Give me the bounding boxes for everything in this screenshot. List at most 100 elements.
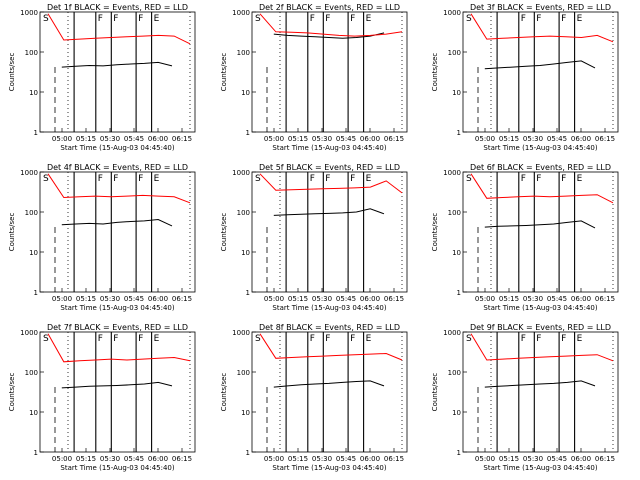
flag-label: E [366, 334, 372, 344]
chart-panel-5: Det 5f BLACK = Events, RED = LLD 1 10 100 10… [220, 163, 408, 312]
chart-panel-7: Det 7f BLACK = Events, RED = LLD 1 10 100 10… [8, 323, 196, 472]
x-tick-label: 05:45 [336, 295, 356, 303]
x-tick-label: 06:15 [172, 295, 192, 303]
x-tick-label: 05:30 [100, 135, 120, 143]
y-tick-label: 10 [241, 89, 250, 97]
y-tick-label: 100 [448, 209, 461, 217]
series-lld-line [259, 13, 403, 37]
x-axis-label: Start Time (15-Aug-03 04:45:40) [60, 304, 174, 312]
series-events-line [484, 380, 596, 388]
chart-title: Det 4f BLACK = Events, RED = LLD [47, 163, 188, 172]
flag-label: E [577, 174, 583, 184]
x-tick-label: 06:00 [571, 135, 591, 143]
y-tick-label: 1000 [20, 169, 38, 177]
series-events-line [273, 208, 385, 216]
flag-label: F [536, 174, 541, 184]
flag-label: F [310, 14, 315, 24]
plot-frame [462, 11, 619, 133]
y-tick-label: 1000 [232, 169, 250, 177]
chart-panel-1: Det 1f BLACK = Events, RED = LLD 1 10 100 10… [8, 3, 196, 152]
series-lld-line [47, 173, 191, 204]
x-tick-label: 05:00 [475, 295, 495, 303]
y-tick-label: 100 [25, 209, 38, 217]
flag-label: S [466, 334, 472, 344]
y-tick-label: 1 [34, 129, 38, 137]
y-tick-label: 1000 [443, 169, 461, 177]
y-tick-label: 10 [452, 249, 461, 257]
y-tick-label: 1 [34, 289, 38, 297]
x-tick-label: 05:15 [76, 455, 96, 463]
x-tick-label: 05:00 [264, 455, 284, 463]
flag-label: F [561, 334, 566, 344]
x-tick-label: 06:00 [148, 455, 168, 463]
flag-label: F [561, 174, 566, 184]
flag-label: F [521, 174, 526, 184]
x-axis-label: Start Time (15-Aug-03 04:45:40) [483, 144, 597, 152]
x-axis-label: Start Time (15-Aug-03 04:45:40) [272, 464, 386, 472]
y-tick-label: 100 [237, 209, 250, 217]
plot-frame [462, 171, 619, 293]
x-tick-label: 05:15 [76, 135, 96, 143]
flag-label: E [577, 334, 583, 344]
series-lld-line [470, 13, 614, 43]
flag-label: F [521, 334, 526, 344]
flag-label: S [43, 334, 49, 344]
x-axis-label: Start Time (15-Aug-03 04:45:40) [60, 464, 174, 472]
flag-label: F [138, 334, 143, 344]
x-tick-label: 06:00 [360, 135, 380, 143]
y-axis-label: Counts/sec [8, 373, 16, 412]
y-tick-label: 1 [246, 289, 250, 297]
series-lld-line [47, 13, 191, 45]
y-tick-label: 1000 [20, 329, 38, 337]
x-tick-label: 06:00 [571, 295, 591, 303]
y-tick-label: 1 [457, 449, 461, 457]
x-tick-label: 05:00 [264, 135, 284, 143]
x-tick-label: 06:00 [360, 295, 380, 303]
y-tick-label: 10 [452, 89, 461, 97]
x-axis-label: Start Time (15-Aug-03 04:45:40) [272, 304, 386, 312]
x-tick-label: 05:45 [547, 135, 567, 143]
flag-label: E [154, 174, 160, 184]
x-tick-label: 05:45 [124, 295, 144, 303]
x-tick-label: 06:15 [595, 295, 615, 303]
y-tick-label: 1 [457, 289, 461, 297]
x-tick-label: 05:45 [124, 135, 144, 143]
x-tick-label: 05:30 [100, 455, 120, 463]
x-tick-label: 05:30 [523, 295, 543, 303]
chart-panel-6: Det 6f BLACK = Events, RED = LLD 1 10 100 10… [431, 163, 619, 312]
y-tick-label: 1 [457, 129, 461, 137]
flag-label: F [350, 14, 355, 24]
y-axis-label: Counts/sec [220, 53, 228, 92]
x-tick-label: 05:45 [124, 455, 144, 463]
plot-frame [251, 11, 408, 133]
flag-label: F [536, 14, 541, 24]
flag-label: F [561, 14, 566, 24]
x-axis-label: Start Time (15-Aug-03 04:45:40) [60, 144, 174, 152]
flag-label: F [536, 334, 541, 344]
x-tick-label: 05:00 [52, 455, 72, 463]
y-tick-label: 100 [237, 49, 250, 57]
x-tick-label: 05:45 [336, 135, 356, 143]
flag-label: F [138, 174, 143, 184]
x-tick-label: 05:30 [312, 135, 332, 143]
y-axis-label: Counts/sec [8, 213, 16, 252]
flag-label: F [98, 334, 103, 344]
plot-frame [462, 331, 619, 453]
x-tick-label: 05:30 [523, 135, 543, 143]
y-tick-label: 1000 [20, 9, 38, 17]
flag-label: S [466, 174, 472, 184]
y-axis-label: Counts/sec [220, 213, 228, 252]
x-tick-label: 06:15 [384, 455, 404, 463]
series-events-line [61, 381, 173, 389]
y-axis-label: Counts/sec [431, 213, 439, 252]
flag-label: S [466, 14, 472, 24]
y-tick-label: 1000 [232, 329, 250, 337]
x-tick-label: 05:30 [523, 455, 543, 463]
flag-label: F [113, 334, 118, 344]
flag-label: F [138, 14, 143, 24]
y-tick-label: 100 [448, 369, 461, 377]
x-tick-label: 05:15 [288, 295, 308, 303]
chart-title: Det 1f BLACK = Events, RED = LLD [47, 3, 188, 12]
y-tick-label: 10 [452, 409, 461, 417]
